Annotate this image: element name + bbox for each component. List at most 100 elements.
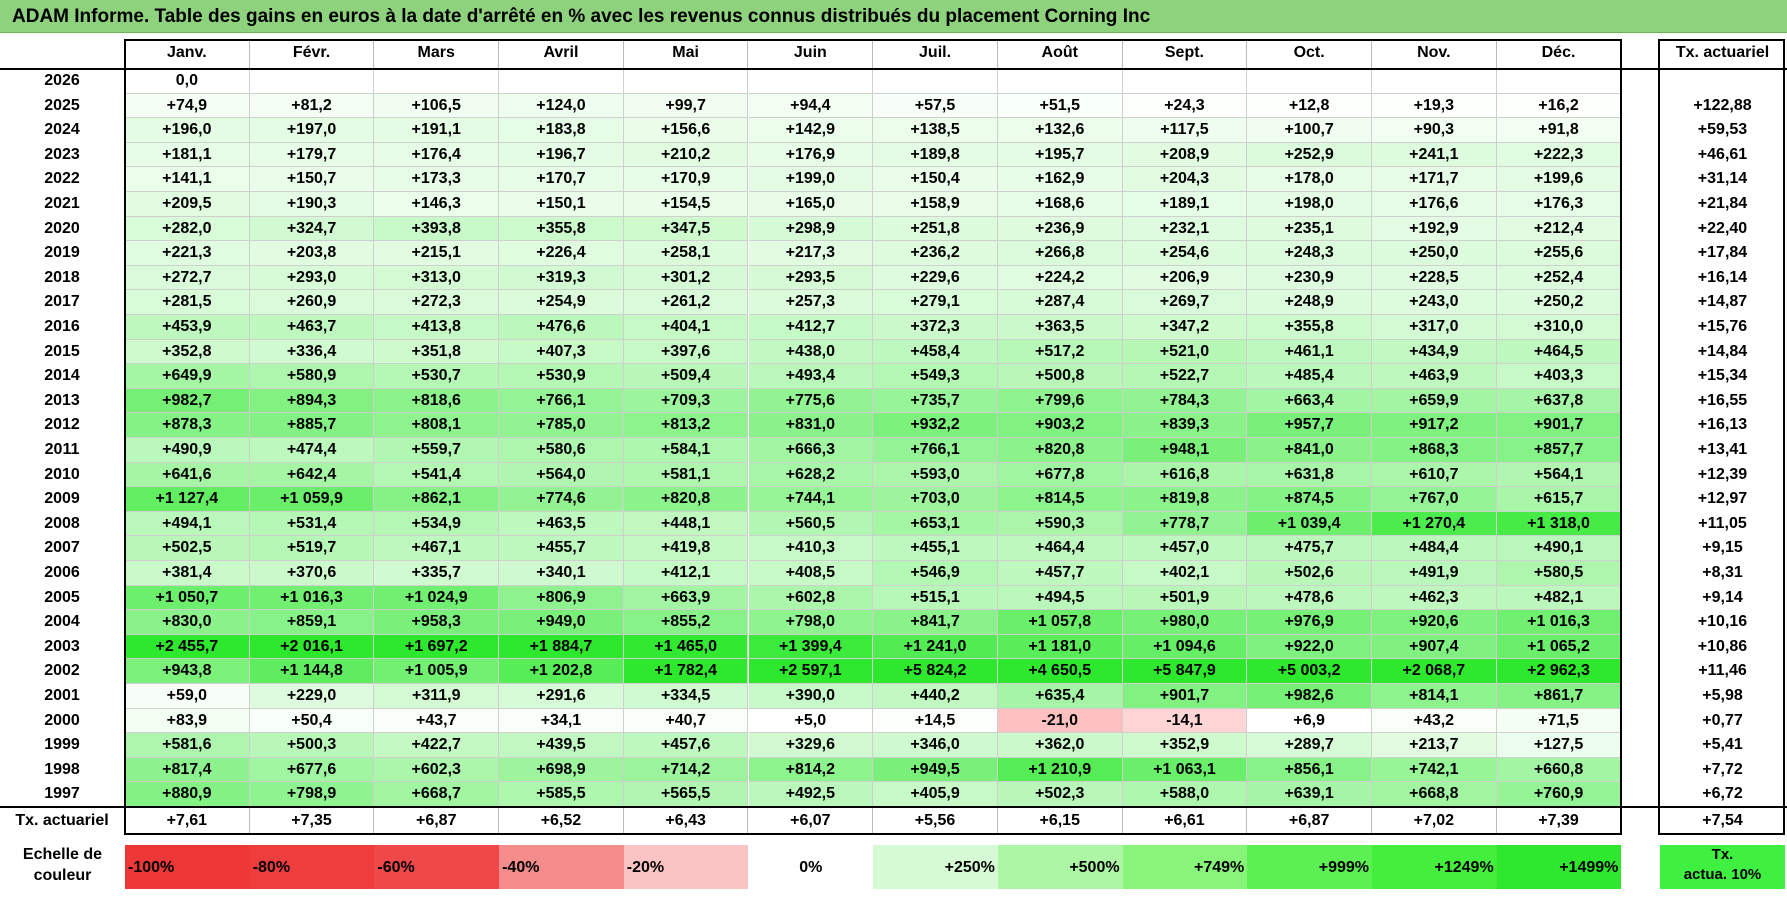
table-cell: +142,9: [748, 118, 874, 143]
row-year: 2018: [0, 265, 125, 291]
row-rate: +0,77: [1702, 711, 1743, 729]
table-cell: +565,5: [623, 782, 749, 807]
table-cell: +817,4: [125, 757, 250, 783]
table-cell: +878,3: [125, 413, 250, 438]
row-year: 2003: [0, 634, 125, 660]
row-year: 2022: [0, 167, 125, 192]
table-cell: +856,1: [1247, 757, 1372, 783]
table-cell: +500,8: [997, 364, 1123, 389]
row-year: 2009: [0, 487, 125, 512]
table-cell: +868,3: [1372, 438, 1497, 463]
table-cell: +146,3: [374, 192, 500, 217]
row-year: 2007: [0, 536, 125, 561]
footer-rate-cell: +7,35: [250, 807, 375, 835]
month-header: Févr.: [250, 39, 375, 69]
row-rate: +11,05: [1698, 514, 1747, 532]
table-cell: +522,7: [1122, 364, 1248, 389]
table-cell: +229,0: [249, 684, 375, 709]
table-cell: +248,3: [1247, 241, 1372, 266]
table-cell: +814,5: [997, 487, 1123, 512]
table-cell: +199,0: [748, 167, 874, 192]
table-cell: +176,4: [374, 142, 500, 168]
table-cell: +1 241,0: [873, 634, 998, 660]
table-cell: +176,9: [748, 142, 874, 168]
table-cell: +347,2: [1122, 315, 1248, 340]
table-cell: +173,3: [374, 167, 500, 192]
row-rate: +14,84: [1697, 342, 1748, 360]
row-year: 2021: [0, 192, 125, 217]
row-year: 2008: [0, 511, 125, 537]
table-cell: +1 016,3: [1496, 610, 1622, 635]
table-cell: +250,0: [1372, 241, 1497, 266]
table-cell: +474,4: [249, 438, 375, 463]
table-cell: +517,2: [997, 339, 1123, 365]
table-cell: +1 144,8: [249, 659, 375, 684]
footer-total-rate: +7,54: [1702, 812, 1743, 829]
footer-rate-cell: +6,43: [624, 807, 749, 835]
table-cell: +81,2: [249, 93, 375, 119]
row-rate: +17,84: [1697, 244, 1748, 262]
month-header: Sept.: [1123, 39, 1248, 69]
table-cell: +352,9: [1122, 733, 1248, 758]
table-cell: +168,6: [997, 192, 1123, 217]
table-cell: +132,6: [997, 118, 1123, 143]
table-cell: +287,4: [997, 290, 1123, 315]
table-cell: +922,0: [1247, 634, 1372, 660]
table-cell: +1 318,0: [1496, 511, 1622, 537]
table-cell: +178,0: [1247, 167, 1372, 192]
table-cell: +57,5: [873, 93, 998, 119]
table-cell: +463,9: [1372, 364, 1497, 389]
color-scale-label-line2: couleur: [33, 867, 92, 884]
table-cell: +43,2: [1372, 708, 1497, 734]
table-cell: +767,0: [1372, 487, 1497, 512]
table-cell: 0,0: [125, 69, 250, 94]
table-cell: +181,1: [125, 142, 250, 168]
table-cell: +269,7: [1122, 290, 1248, 315]
table-cell: +492,5: [748, 782, 874, 807]
table-cell: +531,4: [249, 511, 375, 537]
table-cell: +255,6: [1496, 241, 1622, 266]
table-cell: +541,4: [374, 462, 500, 488]
color-scale-swatch: +749%: [1122, 845, 1248, 889]
table-cell: +192,9: [1372, 216, 1497, 242]
row-rate: +16,14: [1697, 268, 1748, 286]
table-cell: +243,0: [1372, 290, 1497, 315]
table-cell: +709,3: [623, 388, 749, 414]
table-cell: +1 005,9: [374, 659, 500, 684]
footer-rate-cell: +7,61: [125, 807, 250, 835]
row-year: 2006: [0, 561, 125, 586]
table-cell: +885,7: [249, 413, 375, 438]
month-header: Mars: [374, 39, 500, 69]
row-year: 2011: [0, 438, 125, 463]
table-cell: +784,3: [1122, 388, 1248, 414]
table-cell: +50,4: [249, 708, 375, 734]
table-cell: +943,8: [125, 659, 250, 684]
table-cell: +774,6: [499, 487, 624, 512]
month-header: Déc.: [1497, 39, 1622, 69]
table-cell: +390,0: [748, 684, 874, 709]
table-cell: +2 068,7: [1372, 659, 1497, 684]
table-cell: +2 597,1: [748, 659, 874, 684]
table-cell: +820,8: [997, 438, 1123, 463]
table-cell: +370,6: [249, 561, 375, 586]
table-cell: +467,1: [374, 536, 500, 561]
month-header: Avril: [499, 39, 624, 69]
footer-rate-cell: +7,39: [1497, 807, 1622, 835]
table-cell: +5,0: [748, 708, 874, 734]
table-cell: +204,3: [1122, 167, 1248, 192]
table-cell: +170,7: [499, 167, 624, 192]
table-cell: +412,7: [748, 315, 874, 340]
table-cell: +735,7: [873, 388, 998, 414]
table-cell: +894,3: [249, 388, 375, 414]
table-cell: +241,1: [1372, 142, 1497, 168]
table-cell: +502,5: [125, 536, 250, 561]
row-rate: +7,72: [1702, 760, 1743, 778]
table-cell: +818,6: [374, 388, 500, 414]
table-cell: +250,2: [1496, 290, 1622, 315]
table-cell: +407,3: [499, 339, 624, 365]
row-year: 2017: [0, 290, 125, 315]
table-cell: +453,9: [125, 315, 250, 340]
table-cell: +917,2: [1372, 413, 1497, 438]
table-cell: +549,3: [873, 364, 998, 389]
table-cell: +580,9: [249, 364, 375, 389]
